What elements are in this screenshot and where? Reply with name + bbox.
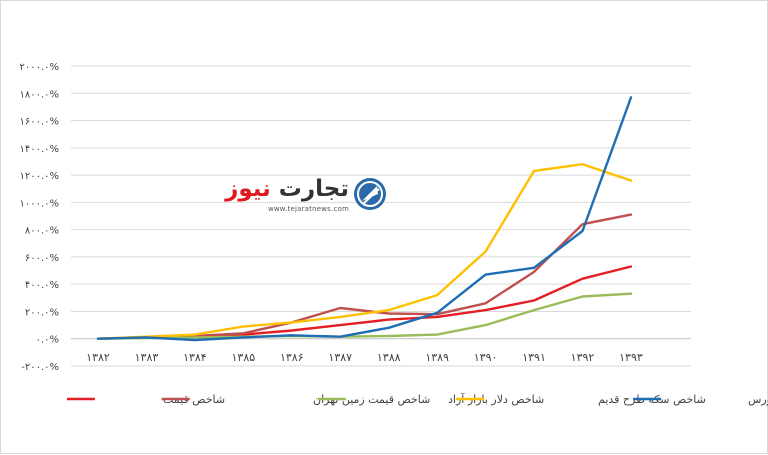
y-tick-label: ۶۰۰.۰% <box>25 253 59 264</box>
y-tick-label: ۱۲۰۰.۰% <box>19 171 59 182</box>
x-axis-tick-labels: ۱۳۸۲ ۱۳۸۳ ۱۳۸۴ ۱۳۸۵ ۱۳۸۶ ۱۳۸۷ ۱۳۸۸ ۱۳۸۹ ۱۳۹۰ ۱۳۹۱… <box>86 351 643 364</box>
series-line-3 <box>96 292 633 340</box>
series-lines <box>96 96 633 342</box>
x-tick-label: ۱۳۸۹ <box>425 351 449 364</box>
x-tick-label: ۱۳۸۸ <box>377 351 401 364</box>
y-tick-label: ۱۰۰۰.۰% <box>19 198 59 209</box>
y-tick-label: ۱۸۰۰.۰% <box>19 89 59 100</box>
logo-title: تجارت نیوز <box>225 175 349 203</box>
x-tick-label: ۱۳۸۲ <box>86 351 110 364</box>
legend: شاخص قیمت شاخص قیمت زمین تهران شاخص دلار ب… <box>66 392 768 406</box>
x-tick-label: ۱۳۹۲ <box>571 351 595 364</box>
y-tick-label: ۲۰۰۰.۰% <box>19 62 59 73</box>
x-tick-label: ۱۳۸۴ <box>183 351 207 364</box>
x-tick-label: ۱۳۸۵ <box>232 351 256 364</box>
legend-label-1: شاخص قیمت <box>163 393 225 406</box>
y-tick-label: ۱۶۰۰.۰% <box>19 117 59 128</box>
logo-name-part1: تجارت <box>278 176 349 202</box>
legend-label-2: شاخص قیمت زمین تهران <box>313 393 430 406</box>
legend-label-5: شاخص کل بورس <box>748 393 768 406</box>
y-axis-tick-labels: -۲۰۰.۰% ۰.۰% ۲۰۰.۰% ۴۰۰.۰% ۶۰۰.۰% ۸۰۰.۰% ۱۰۰۰.… <box>19 62 59 373</box>
series-line-5 <box>96 96 633 342</box>
y-tick-label: ۲۰۰.۰% <box>25 307 59 318</box>
legend-label-3: شاخص دلار بازار آزاد <box>448 392 544 406</box>
x-tick-label: ۱۳۸۶ <box>280 351 304 364</box>
y-tick-label: ۸۰۰.۰% <box>25 226 59 237</box>
tejarat-news-logo: تجارت نیوز www.tejaratnews.com <box>225 173 389 219</box>
y-tick-label: ۱۴۰۰.۰% <box>19 144 59 155</box>
y-tick-label: -۲۰۰.۰% <box>21 362 59 373</box>
x-tick-label: ۱۳۸۳ <box>135 351 159 364</box>
series-line-4 <box>96 162 633 340</box>
x-tick-label: ۱۳۹۳ <box>619 351 643 364</box>
logo-name-part2: نیوز <box>225 176 271 202</box>
x-tick-label: ۱۳۸۷ <box>328 351 352 364</box>
y-tick-label: ۰.۰% <box>36 335 59 346</box>
y-tick-label: ۴۰۰.۰% <box>25 280 59 291</box>
logo-url: www.tejaratnews.com <box>267 205 349 213</box>
series-line-1 <box>96 265 633 340</box>
logo-mark-icon <box>354 178 386 210</box>
x-tick-label: ۱۳۹۱ <box>522 351 546 364</box>
x-tick-label: ۱۳۹۰ <box>474 351 498 364</box>
series-line-2 <box>96 213 633 340</box>
